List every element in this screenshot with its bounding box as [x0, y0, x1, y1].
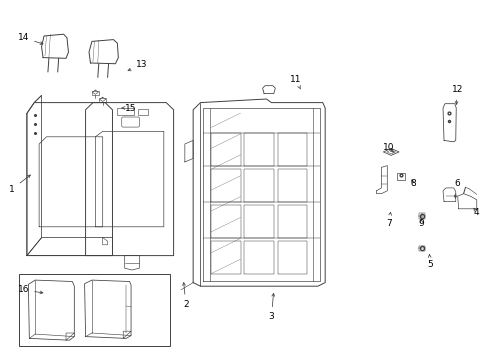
- Text: 13: 13: [128, 60, 147, 71]
- Bar: [92, 91, 99, 95]
- Bar: [117, 108, 134, 115]
- Text: 9: 9: [418, 219, 424, 228]
- Bar: [19, 274, 170, 346]
- Bar: [138, 109, 147, 115]
- Bar: [418, 246, 424, 251]
- Text: 14: 14: [18, 33, 43, 44]
- Text: 15: 15: [122, 104, 137, 112]
- Bar: [99, 98, 106, 102]
- Text: 5: 5: [427, 255, 432, 269]
- Text: 16: 16: [18, 285, 43, 294]
- Text: 7: 7: [385, 212, 391, 228]
- Text: 2: 2: [182, 283, 188, 309]
- Text: 4: 4: [473, 208, 479, 217]
- Text: 12: 12: [450, 85, 462, 104]
- Text: 6: 6: [453, 179, 459, 198]
- Text: 3: 3: [268, 293, 274, 321]
- Text: 11: 11: [289, 75, 301, 89]
- Text: 8: 8: [409, 179, 415, 188]
- Text: 10: 10: [382, 143, 394, 152]
- Text: 1: 1: [9, 175, 30, 194]
- Bar: [396, 173, 404, 180]
- Bar: [418, 213, 424, 219]
